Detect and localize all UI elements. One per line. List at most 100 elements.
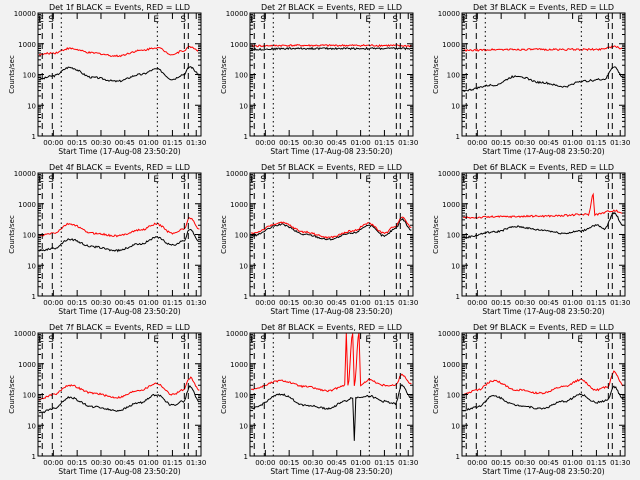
x-tick-label: 01:30	[398, 459, 418, 467]
y-tick-label: 100	[23, 232, 36, 240]
marker-label: S	[180, 15, 186, 25]
x-tick-label: 01:15	[162, 139, 182, 147]
marker-label: S	[180, 175, 186, 185]
y-tick-label: 10	[27, 422, 36, 430]
x-axis-title: Start Time (17-Aug-08 23:50:20)	[58, 467, 180, 476]
x-axis-title: Start Time (17-Aug-08 23:50:20)	[270, 147, 392, 156]
y-tick-label: 1000	[230, 361, 248, 369]
x-tick-label: 00:15	[491, 139, 511, 147]
y-tick-label: 100	[235, 232, 248, 240]
panel-title: Det 6f BLACK = Events, RED = LLD	[473, 163, 614, 172]
y-axis-title: Counts/sec	[8, 375, 16, 414]
series-lld	[462, 192, 624, 220]
y-tick-label: 1	[32, 133, 36, 141]
panel-title: Det 5f BLACK = Events, RED = LLD	[261, 163, 402, 172]
series-events	[250, 46, 412, 52]
x-tick-label: 01:00	[563, 299, 583, 307]
x-axis-title: Start Time (17-Aug-08 23:50:20)	[58, 147, 180, 156]
y-tick-label: 10000	[226, 10, 248, 18]
x-tick-label: 00:15	[491, 299, 511, 307]
y-tick-label: 1	[32, 293, 36, 301]
y-axis-title: Counts/sec	[8, 55, 16, 94]
y-axis-title: Counts/sec	[432, 375, 440, 414]
panel-title: Det 1f BLACK = Events, RED = LLD	[49, 3, 190, 12]
y-tick-label: 100	[23, 72, 36, 80]
marker-label: E	[365, 15, 371, 25]
x-tick-label: 01:15	[586, 139, 606, 147]
plot-area	[250, 333, 412, 441]
y-tick-label: 1000	[18, 201, 36, 209]
series-events	[462, 66, 624, 93]
panel-title: Det 3f BLACK = Events, RED = LLD	[473, 3, 614, 12]
x-axis-title: Start Time (17-Aug-08 23:50:20)	[482, 147, 604, 156]
marker-label: E	[462, 175, 468, 185]
plot-area	[38, 216, 200, 253]
x-tick-label: 01:30	[186, 299, 206, 307]
marker-label: E	[462, 15, 468, 25]
marker-label: S	[472, 15, 478, 25]
marker-label: S	[604, 175, 610, 185]
x-tick-label: 00:00	[467, 459, 487, 467]
x-axis-title: Start Time (17-Aug-08 23:50:20)	[270, 307, 392, 316]
x-tick-label: 00:45	[115, 299, 135, 307]
panel-title: Det 7f BLACK = Events, RED = LLD	[49, 323, 190, 332]
y-tick-label: 10000	[438, 330, 460, 338]
series-lld	[250, 333, 412, 393]
y-tick-label: 100	[235, 392, 248, 400]
marker-label: S	[48, 15, 54, 25]
marker-label: S	[48, 175, 54, 185]
series-lld	[250, 216, 412, 239]
marker-label: S	[604, 335, 610, 345]
x-tick-label: 00:00	[467, 299, 487, 307]
marker-label: E	[250, 175, 256, 185]
y-tick-label: 100	[447, 232, 460, 240]
y-tick-label: 10	[27, 262, 36, 270]
y-tick-label: 1000	[18, 41, 36, 49]
x-tick-label: 01:30	[186, 459, 206, 467]
x-tick-label: 00:45	[327, 139, 347, 147]
y-axis-title: Counts/sec	[432, 55, 440, 94]
series-events	[250, 217, 412, 241]
x-tick-label: 00:30	[303, 459, 323, 467]
series-lld	[38, 376, 200, 401]
x-tick-label: 01:30	[610, 459, 630, 467]
y-tick-label: 1	[244, 133, 248, 141]
marker-label: E	[365, 335, 371, 345]
marker-label: S	[604, 15, 610, 25]
x-tick-label: 00:15	[491, 459, 511, 467]
marker-label: E	[577, 335, 583, 345]
x-tick-label: 00:30	[303, 139, 323, 147]
series-events	[462, 211, 624, 239]
y-tick-label: 100	[447, 72, 460, 80]
x-tick-label: 00:00	[43, 459, 63, 467]
plot-area	[38, 45, 200, 83]
y-tick-label: 1	[244, 293, 248, 301]
marker-label: E	[38, 335, 44, 345]
x-tick-label: 00:15	[67, 459, 87, 467]
panel-title: Det 4f BLACK = Events, RED = LLD	[49, 163, 190, 172]
y-tick-label: 100	[447, 392, 460, 400]
x-tick-label: 00:30	[303, 299, 323, 307]
x-tick-label: 01:15	[374, 299, 394, 307]
x-tick-label: 00:00	[467, 139, 487, 147]
panel-title: Det 2f BLACK = Events, RED = LLD	[261, 3, 402, 12]
x-axis-title: Start Time (17-Aug-08 23:50:20)	[58, 307, 180, 316]
marker-label: E	[577, 15, 583, 25]
x-tick-label: 00:30	[515, 459, 535, 467]
y-tick-label: 1000	[230, 41, 248, 49]
x-axis-title: Start Time (17-Aug-08 23:50:20)	[482, 467, 604, 476]
x-tick-label: 00:45	[539, 139, 559, 147]
y-axis-title: Counts/sec	[8, 215, 16, 254]
x-tick-label: 01:30	[186, 139, 206, 147]
y-tick-label: 1	[456, 453, 460, 461]
x-tick-label: 01:15	[374, 139, 394, 147]
y-tick-label: 10	[27, 102, 36, 110]
x-tick-label: 00:45	[539, 299, 559, 307]
